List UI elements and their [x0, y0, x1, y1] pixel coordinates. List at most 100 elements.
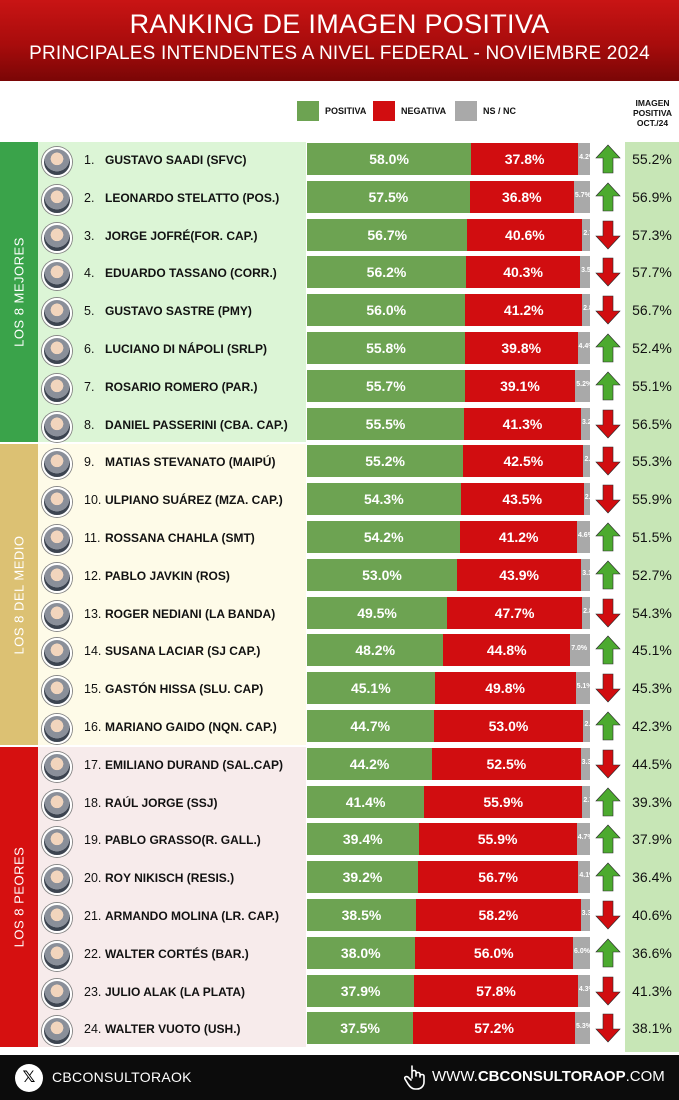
bar-nsnc: 3.5% [580, 256, 590, 289]
bar-nsnc: 4.4% [577, 332, 590, 364]
ranking-row: 14. SUSANA LACIAR (SJ CAP.) 48.2% 44.8% 7.0%… [0, 633, 679, 671]
bar-nsnc: 5.1% [575, 672, 590, 705]
bar-negativa: 57.2% [413, 1012, 575, 1045]
bar-negativa: 58.2% [415, 899, 581, 931]
avatar [42, 260, 72, 291]
stacked-bar: 54.3% 43.5% 2.2% [307, 483, 590, 516]
mayor-name: ROSSANA CHAHLA (SMT) [105, 531, 255, 545]
bar-negativa: 36.8% [469, 180, 574, 213]
group-name-background [38, 444, 306, 745]
bar-nsnc: 4.1% [578, 861, 590, 894]
ranking-row: 12.PABLO JAVKIN (ROS) 53.0% 43.9% 3.1% 52.7% [0, 558, 679, 596]
bar-nsnc: 2.7% [582, 785, 590, 818]
mayor-name: WALTER CORTÉS (BAR.) [105, 946, 249, 961]
arrow-up-icon [595, 824, 621, 854]
bar-negativa: 47.7% [447, 596, 583, 629]
bar-negativa: 41.2% [465, 294, 583, 327]
rank-number: 12. [84, 568, 102, 583]
value-positiva: 39.4% [342, 831, 383, 848]
mayor-name: JULIO ALAK (LA PLATA) [105, 984, 245, 999]
value-negativa: 37.8% [504, 151, 545, 167]
arrow-down-icon [595, 749, 621, 779]
bar-positiva: 55.5% [307, 407, 465, 440]
previous-value: 51.5% [632, 529, 672, 545]
previous-value: 52.7% [632, 566, 672, 583]
bar-negativa: 55.9% [424, 785, 583, 818]
value-negativa: 44.8% [486, 642, 527, 659]
footer-social-handle[interactable]: CBCONSULTORAOK [52, 1069, 192, 1085]
header-banner: RANKING DE IMAGEN POSITIVA PRINCIPALES I… [0, 0, 679, 81]
value-positiva: 39.2% [342, 869, 383, 886]
legend-swatch-positiva [297, 101, 319, 121]
previous-value: 42.3% [632, 718, 672, 734]
ranking-row: 3. JORGE JOFRÉ(FOR. CAP.) 56.7% 40.6% 2.7% 57… [0, 218, 679, 256]
stacked-bar: 55.2% 42.5% 2.3% [307, 445, 590, 478]
arrow-up-icon [595, 333, 621, 363]
legend-label-negativa: NEGATIVA [401, 106, 447, 116]
avatar [42, 1016, 72, 1047]
bar-nsnc: 3.3% [580, 747, 590, 780]
rank-number: 2. [84, 190, 95, 205]
value-positiva: 48.2% [355, 642, 396, 659]
arrow-down-icon [595, 1014, 621, 1043]
value-nsnc: 3.5% [581, 267, 590, 275]
value-negativa: 55.9% [477, 831, 518, 848]
ranking-row: 10. ULPIANO SUÁREZ (MZA. CAP.) 54.3% 43.5% 2… [0, 482, 679, 520]
value-nsnc: 7.0% [571, 645, 588, 653]
previous-header-line-1: IMAGEN [635, 98, 670, 108]
bar-positiva: 44.2% [307, 747, 433, 780]
ranking-row: 1. GUSTAVO SAADI (SFVC) 58.0% 37.8% 4.2% 55.2… [0, 142, 679, 180]
avatar [42, 827, 72, 858]
bar-positiva: 41.4% [307, 785, 425, 818]
previous-value: 55.3% [632, 453, 672, 470]
arrow-up-icon [595, 144, 621, 174]
mayor-name: EMILIANO DURAND (SAL.CAP) [105, 757, 283, 772]
ranking-row: 7.ROSARIO ROMERO (PAR.)55.7%39.1%5.2%55.… [0, 369, 679, 407]
stacked-bar: 37.9% 57.8% 4.3% [307, 974, 590, 1007]
rank-number: 8. [84, 417, 95, 432]
arrow-down-icon [595, 258, 621, 287]
arrow-down-icon [595, 976, 621, 1006]
mayor-name: EDUARDO TASSANO (CORR.) [105, 266, 277, 281]
arrow-up-icon [595, 371, 621, 401]
mayor-name: GUSTAVO SASTRE (PMY) [105, 304, 252, 319]
footer-website[interactable]: WWW.CBCONSULTORAOP.COM [432, 1068, 665, 1085]
value-nsnc: 2.8% [583, 607, 590, 615]
rank-number: 22. [84, 946, 102, 961]
avatar [42, 978, 72, 1009]
ranking-row: 17. EMILIANO DURAND (SAL.CAP) 44.2% 52.5% 3.… [0, 747, 679, 785]
mayor-name: PABLO GRASSO(R. GALL.) [105, 833, 261, 848]
bar-positiva: 45.1% [307, 672, 435, 705]
value-negativa: 56.0% [473, 944, 514, 961]
value-negativa: 43.5% [502, 491, 543, 508]
value-positiva: 38.0% [340, 944, 381, 961]
bar-positiva: 57.5% [307, 180, 470, 213]
avatar [42, 147, 72, 177]
group-band-3: LOS 8 PEORES [0, 746, 38, 1048]
stacked-bar: 55.5% 41.3% 3.2% [307, 407, 590, 440]
avatar [42, 638, 72, 669]
value-positiva: 37.9% [340, 982, 381, 999]
rank-number: 6. [84, 342, 95, 356]
footer: 𝕏 CBCONSULTORAOK WWW.CBCONSULTORAOP.COM [0, 1055, 679, 1100]
avatar [42, 751, 72, 782]
bar-negativa: 56.0% [414, 936, 573, 969]
avatar [42, 222, 72, 253]
bar-nsnc: 5.3% [575, 1012, 590, 1045]
ranking-row: 11. ROSSANA CHAHLA (SMT) 54.2% 41.2% 4.6% 51.… [0, 520, 679, 558]
bar-negativa: 53.0% [433, 710, 584, 742]
value-positiva: 53.0% [362, 566, 402, 583]
value-negativa: 47.7% [494, 604, 535, 621]
value-positiva: 56.7% [367, 226, 408, 243]
previous-value: 57.3% [632, 226, 672, 243]
bar-negativa: 41.2% [460, 521, 577, 553]
bar-nsnc: 4.3% [577, 974, 590, 1007]
mayor-name: LEONARDO STELATTO (POS.) [105, 190, 280, 205]
bar-negativa: 57.8% [414, 974, 578, 1007]
value-nsnc: 2.7% [583, 796, 590, 804]
bar-nsnc: 2.3% [583, 710, 590, 742]
group-band-2: LOS 8 DEL MEDIO [0, 444, 38, 745]
value-positiva: 55.7% [365, 377, 406, 394]
x-logo-icon[interactable]: 𝕏 [15, 1064, 43, 1092]
value-nsnc: 5.1% [576, 683, 590, 691]
